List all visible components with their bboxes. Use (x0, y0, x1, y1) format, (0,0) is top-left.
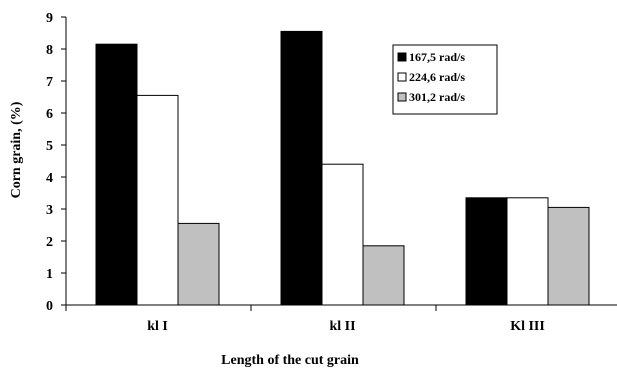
bar-3-1 (177, 222, 220, 306)
x-axis-title: Length of the cut grain (221, 353, 359, 368)
y-tick-label: 6 (46, 107, 53, 122)
y-tick-label: 3 (46, 203, 53, 218)
ticks-layer: 0 1 2 3 4 5 6 7 8 9 kl I kl II Kl III (46, 11, 545, 334)
bar-2-3 (506, 197, 549, 306)
legend: 167,5 rad/s 224,6 rad/s 301,2 rad/s (392, 44, 498, 115)
y-tick-label: 0 (46, 299, 53, 314)
x-tick-label: Kl III (510, 319, 545, 334)
x-tick-label: kl I (147, 319, 168, 334)
bars-layer (95, 30, 590, 306)
x-tick-label: kl II (329, 319, 355, 334)
legend-label: 301,2 rad/s (409, 90, 465, 104)
bar-3-2 (362, 245, 405, 306)
y-axis-title: Corn grain, (%) (9, 101, 24, 198)
bar-3-3 (547, 206, 590, 306)
y-tick-label: 8 (46, 43, 53, 58)
bar-1-1 (95, 43, 138, 306)
legend-label: 167,5 rad/s (409, 50, 465, 64)
legend-label: 224,6 rad/s (409, 70, 465, 84)
y-tick-label: 7 (46, 75, 53, 90)
bar-2-2 (321, 163, 364, 306)
legend-box (392, 44, 498, 115)
legend-swatch (397, 92, 407, 102)
bar-2-1 (136, 94, 179, 306)
y-tick-label: 5 (46, 139, 53, 154)
bar-1-3 (465, 197, 508, 306)
bar-1-2 (280, 30, 323, 306)
y-tick-label: 2 (46, 235, 53, 250)
axes-layer (65, 17, 617, 306)
y-tick-label: 9 (46, 11, 53, 26)
y-tick-label: 1 (46, 267, 53, 282)
legend-swatch (397, 52, 407, 62)
legend-swatch (397, 72, 407, 82)
y-tick-label: 4 (46, 171, 53, 186)
